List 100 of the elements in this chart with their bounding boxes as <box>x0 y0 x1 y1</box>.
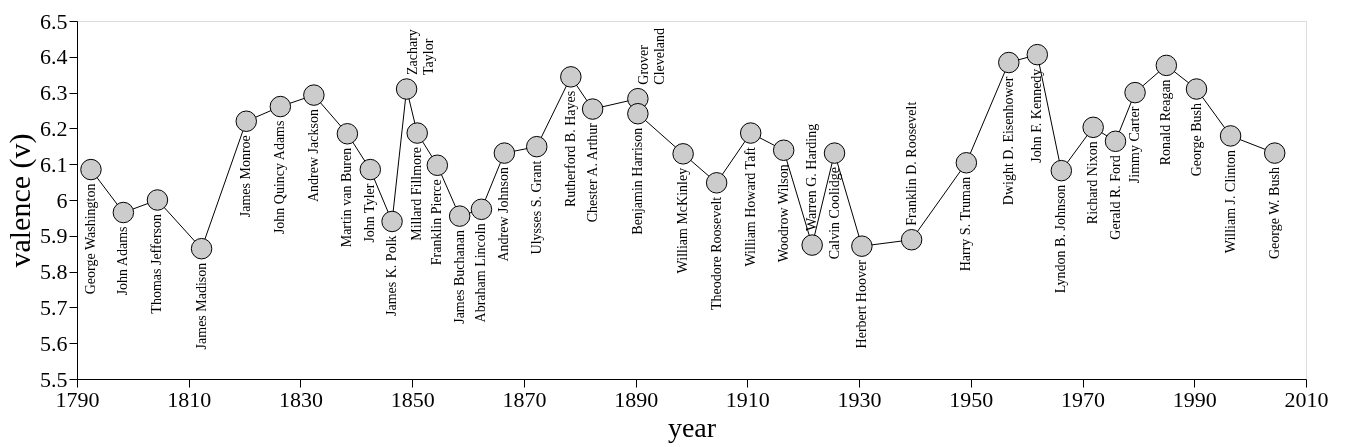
annotation: Richard Nixon <box>1085 141 1101 225</box>
y-tick-label: 6 <box>56 187 68 213</box>
point <box>1155 54 1178 77</box>
point <box>998 51 1020 74</box>
point <box>772 139 795 161</box>
annotation: Ulysses S. Grant <box>528 160 544 255</box>
annotation: Andrew Johnson <box>496 167 512 262</box>
annotation: William Howard Taft <box>742 146 758 267</box>
point <box>303 84 325 106</box>
y-tick-label: 6.4 <box>40 44 68 70</box>
x-tick-label: 1890 <box>614 386 659 412</box>
annotation: Franklin D. Roosevelt <box>903 101 919 226</box>
point <box>739 122 762 144</box>
point <box>448 205 471 227</box>
annotation: Martin van Buren <box>339 147 355 248</box>
point <box>269 95 292 118</box>
x-tick-label: 1930 <box>837 386 882 412</box>
y-tick-label: 5.8 <box>40 259 68 285</box>
y-axis-title: valence (v) <box>3 133 37 268</box>
y-tick-label: 6.1 <box>40 151 68 177</box>
point <box>395 78 418 100</box>
annotation: Andrew Jackson <box>305 109 321 203</box>
annotation: Chester A. Arthur <box>584 122 600 223</box>
point <box>1026 43 1049 66</box>
y-tick-label: 6.2 <box>40 115 68 141</box>
x-tick-label: 1990 <box>1172 386 1217 412</box>
annotation: John Quincy Adams <box>272 120 288 235</box>
annotation: Abraham Lincoln <box>473 223 489 323</box>
point <box>381 210 403 233</box>
annotation: William McKinley <box>675 167 691 274</box>
point <box>823 142 846 164</box>
annotation: Gerald R. Ford <box>1107 155 1123 240</box>
y-tick-label: 5.7 <box>40 294 68 320</box>
annotation: James Monroe <box>238 135 254 218</box>
annotation: Jimmy Carter <box>1127 106 1143 184</box>
point <box>190 237 213 260</box>
annotation: Herbert Hoover <box>853 259 869 349</box>
annotation: Warren G. Harding <box>804 123 820 232</box>
annotation: Grover Cleveland <box>635 27 667 85</box>
annotation: Ronald Reagan <box>1158 79 1174 166</box>
point <box>1050 159 1073 182</box>
x-tick-label: 1830 <box>278 386 323 412</box>
annotation: John F. Kennedy <box>1029 68 1045 163</box>
x-axis-title: year <box>667 411 717 443</box>
y-tick-label: 5.9 <box>40 223 68 249</box>
annotation: John Tyler <box>362 183 378 243</box>
y-tick-label: 5.6 <box>40 330 68 356</box>
point <box>235 110 258 132</box>
point <box>493 142 516 164</box>
annotation: George Bush <box>1188 103 1204 177</box>
point <box>705 172 728 194</box>
annotation: George W. Bush <box>1266 167 1282 260</box>
annotation: Dwight D. Eisenhower <box>1000 76 1016 206</box>
point <box>336 123 359 145</box>
x-tick-label: 1950 <box>949 386 994 412</box>
annotation: Franklin Pierce <box>429 179 445 266</box>
point <box>851 235 873 257</box>
point <box>1219 125 1242 147</box>
x-tick-label: 1910 <box>725 386 770 412</box>
annotation: William J. Clinton <box>1222 149 1238 254</box>
annotation: John Adams <box>115 226 131 296</box>
point <box>470 198 493 221</box>
y-tick-label: 6.5 <box>40 8 68 34</box>
annotation: Benjamin Harrison <box>629 127 645 235</box>
point <box>112 201 135 224</box>
annotation: James Buchanan <box>451 230 467 324</box>
point <box>146 189 169 211</box>
point <box>359 158 382 181</box>
point <box>1263 142 1286 164</box>
point <box>955 152 978 174</box>
point <box>426 154 449 176</box>
x-tick-label: 1870 <box>502 386 547 412</box>
annotation: Rutherford B. Hayes <box>562 90 578 208</box>
point <box>80 158 102 181</box>
annotation: Theodore Roosevelt <box>708 196 724 310</box>
annotation: Harry S. Truman <box>958 176 974 272</box>
point <box>1082 116 1104 139</box>
point <box>1124 81 1146 104</box>
annotation: James Madison <box>193 262 209 350</box>
annotation: Millard Fillmore <box>409 147 425 241</box>
annotation: Thomas Jefferson <box>149 214 165 314</box>
annotation: George Washington <box>82 183 98 295</box>
point <box>526 135 548 158</box>
annotation: Zachary Taylor <box>404 29 436 76</box>
point <box>900 229 923 251</box>
annotation: Calvin Coolidge <box>826 167 842 260</box>
point <box>406 122 428 144</box>
point <box>1185 78 1208 100</box>
point <box>581 98 604 120</box>
annotation: James K. Polk <box>384 235 400 316</box>
point <box>672 143 694 165</box>
point <box>627 103 649 125</box>
x-tick-label: 1850 <box>390 386 435 412</box>
point <box>1104 130 1127 153</box>
point <box>560 66 582 88</box>
annotation: Lyndon B. Johnson <box>1053 184 1069 294</box>
x-tick-label: 1970 <box>1061 386 1106 412</box>
annotation: Woodrow Wilson <box>775 164 791 263</box>
y-tick-label: 6.3 <box>40 80 68 106</box>
point <box>801 234 823 256</box>
